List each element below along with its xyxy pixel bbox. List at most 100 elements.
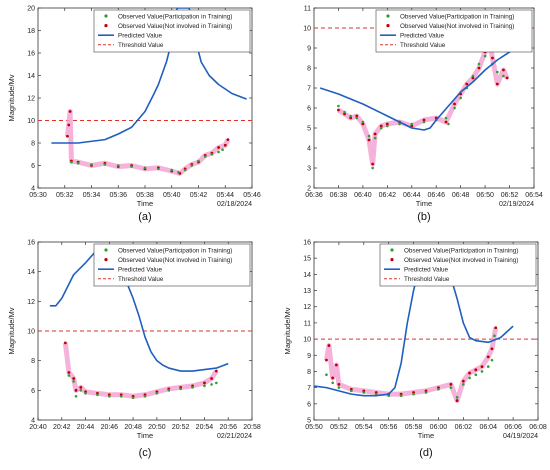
x-axis-label: Time xyxy=(416,199,432,208)
observed-training-point xyxy=(496,70,499,74)
observed-training-point xyxy=(116,164,120,167)
y-tick-label: 12 xyxy=(27,96,35,103)
observed-training-point xyxy=(197,159,200,163)
x-tick-label: 05:42 xyxy=(190,192,208,199)
observed-not-involved-point xyxy=(449,383,453,386)
x-tick-label: 06:04 xyxy=(479,424,497,431)
legend-marker xyxy=(104,14,108,18)
y-tick-label: 6 xyxy=(307,401,311,408)
observed-not-involved-point xyxy=(444,120,448,124)
panel-caption: (d) xyxy=(419,447,432,459)
y-tick-label: 7 xyxy=(307,385,311,392)
chart-panel-0: 4 6 8 10 12 14 16 18 20 05:30 05:32 05:34 05:36 05:38… xyxy=(7,6,261,224)
y-tick-label: 8 xyxy=(31,141,35,148)
y-tick-label: 14 xyxy=(27,73,35,80)
observed-training-point xyxy=(131,396,135,400)
x-tick-label: 20:50 xyxy=(148,424,166,431)
x-tick-label: 05:52 xyxy=(330,424,348,431)
x-tick-label: 06:48 xyxy=(452,192,470,199)
legend: Observed Value(Participation in Training… xyxy=(375,9,533,53)
x-tick-label: 20:40 xyxy=(29,424,47,431)
observed-training-point xyxy=(331,381,334,385)
observed-not-involved-point xyxy=(337,383,341,386)
observed-training-point xyxy=(361,120,365,124)
y-tick-label: 5 xyxy=(307,126,311,133)
y-tick-label: 16 xyxy=(27,240,35,247)
observed-not-involved-point xyxy=(67,123,71,127)
observed-training-point xyxy=(74,394,78,398)
panel-caption: (c) xyxy=(139,447,152,459)
observed-not-involved-point xyxy=(468,371,471,375)
observed-training-point xyxy=(502,74,505,78)
y-tick-label: 4 xyxy=(307,146,311,153)
observed-training-point xyxy=(337,104,340,108)
observed-band xyxy=(62,342,219,399)
x-tick-label: 05:54 xyxy=(355,424,373,431)
x-tick-label: 20:42 xyxy=(53,424,71,431)
x-tick-label: 06:08 xyxy=(529,424,547,431)
observed-training-point xyxy=(410,122,414,126)
observed-training-point xyxy=(490,358,494,362)
legend-label: Predicted Value xyxy=(118,33,162,40)
y-tick-label: 8 xyxy=(307,369,311,376)
legend-label: Predicted Value xyxy=(404,267,448,274)
observed-not-involved-point xyxy=(67,371,71,374)
y-tick-label: 15 xyxy=(303,256,311,263)
observed-not-involved-point xyxy=(505,76,509,80)
legend-marker xyxy=(386,14,390,18)
observed-training-point xyxy=(453,106,456,110)
observed-not-involved-point xyxy=(349,116,353,120)
legend-marker xyxy=(386,24,390,28)
date-label: 04/19/2024 xyxy=(503,433,538,440)
observed-training-point xyxy=(217,150,220,154)
observed-not-involved-point xyxy=(471,76,475,80)
legend: Observed Value(Participation in Training… xyxy=(93,243,251,287)
observed-training-point xyxy=(221,148,224,152)
observed-training-point xyxy=(349,114,352,118)
observed-training-point xyxy=(399,394,403,398)
observed-training-point xyxy=(167,389,171,392)
observed-training-point xyxy=(477,62,481,66)
observed-training-point xyxy=(447,122,450,126)
observed-not-involved-point xyxy=(410,124,414,128)
y-tick-label: 6 xyxy=(307,106,311,113)
observed-not-involved-point xyxy=(325,358,328,362)
observed-not-involved-point xyxy=(226,138,230,142)
y-tick-label: 6 xyxy=(31,163,35,170)
y-tick-label: 12 xyxy=(303,304,311,311)
observed-training-point xyxy=(76,161,80,165)
observed-training-point xyxy=(170,168,174,172)
y-tick-label: 13 xyxy=(303,288,311,295)
observed-training-point xyxy=(90,163,93,166)
observed-not-involved-point xyxy=(491,56,494,60)
legend-label: Threshold Value xyxy=(404,276,450,283)
observed-not-involved-point xyxy=(477,66,481,70)
legend-label: Observed Value(Not involved in Training) xyxy=(118,257,232,264)
observed-not-involved-point xyxy=(486,355,490,359)
x-tick-label: 05:30 xyxy=(29,192,47,199)
y-axis-label: Magnitude/Mv xyxy=(7,74,16,121)
observed-training-point xyxy=(108,394,111,398)
x-tick-label: 06:36 xyxy=(305,192,323,199)
x-axis-label: Time xyxy=(418,431,434,440)
legend-label: Observed Value(Participation in Training… xyxy=(404,247,518,254)
observed-training-point xyxy=(143,394,147,398)
observed-training-point xyxy=(444,116,448,120)
x-tick-label: 06:46 xyxy=(427,192,445,199)
legend-label: Observed Value(Participation in Training… xyxy=(400,13,514,20)
observed-training-point xyxy=(386,124,389,128)
observed-not-involved-point xyxy=(480,365,484,368)
x-tick-label: 20:56 xyxy=(219,424,237,431)
x-tick-label: 05:32 xyxy=(56,192,74,199)
observed-not-involved-point xyxy=(337,108,340,112)
observed-training-point xyxy=(480,370,484,373)
observed-training-point xyxy=(459,96,462,100)
observed-not-involved-point xyxy=(203,381,206,385)
predicted-line xyxy=(49,244,229,372)
observed-training-point xyxy=(183,168,187,172)
observed-training-point xyxy=(191,386,194,389)
panel-caption: (a) xyxy=(138,211,151,223)
x-tick-label: 20:44 xyxy=(77,424,95,431)
observed-not-involved-point xyxy=(66,134,69,138)
